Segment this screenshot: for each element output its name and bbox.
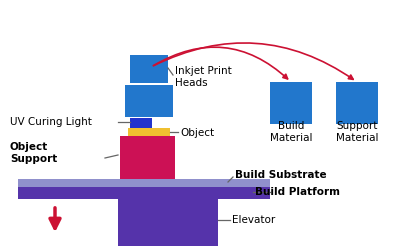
Bar — [130, 118, 152, 128]
Text: Object: Object — [180, 128, 214, 138]
Bar — [270, 82, 312, 124]
Text: Build
Material: Build Material — [270, 121, 312, 143]
Text: Object
Support: Object Support — [10, 142, 57, 164]
Text: UV Curing Light: UV Curing Light — [10, 117, 92, 127]
Bar — [130, 55, 168, 83]
Bar — [18, 187, 270, 199]
Text: Elevator: Elevator — [232, 215, 275, 225]
Bar — [125, 85, 173, 117]
Bar — [336, 82, 378, 124]
Bar — [120, 136, 175, 180]
Text: Support
Material: Support Material — [336, 121, 378, 143]
Bar — [128, 128, 170, 136]
Text: Build Platform: Build Platform — [255, 187, 340, 197]
Bar — [18, 179, 270, 187]
Text: Inkjet Print
Heads: Inkjet Print Heads — [175, 66, 232, 88]
Bar — [118, 199, 218, 246]
Text: Build Substrate: Build Substrate — [235, 170, 327, 180]
